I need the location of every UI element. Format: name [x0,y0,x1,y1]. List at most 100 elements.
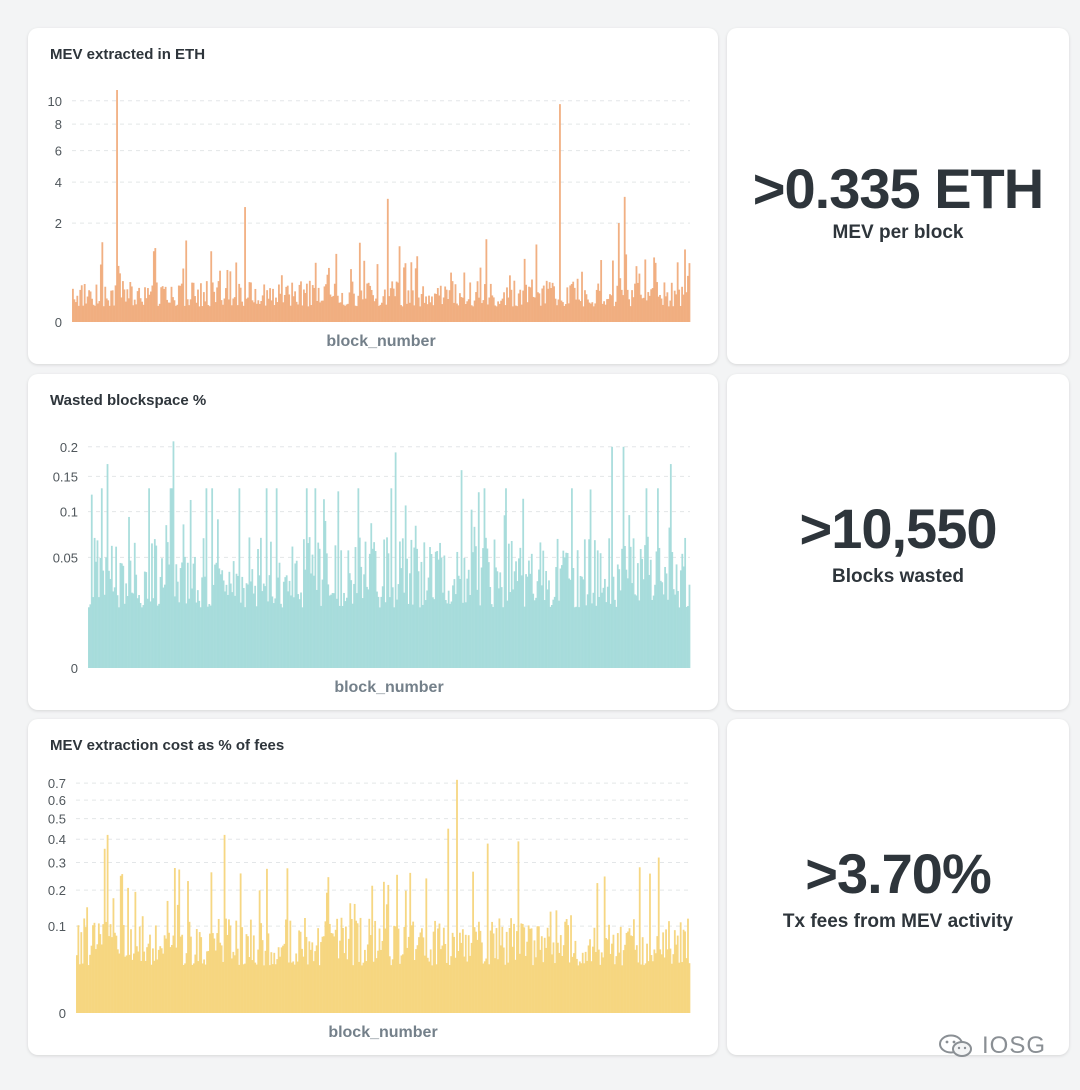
chart-card-mev-cost: MEV extraction cost as % of fees 0 0.1 0.2… [28,719,718,1055]
bar [396,874,398,1013]
bar [372,961,375,1013]
bar [111,937,113,1013]
bar [473,927,476,1013]
bar [637,282,639,322]
bar [669,464,672,668]
bar [656,282,658,322]
bar [175,564,178,668]
bar [233,297,236,322]
bar [391,281,394,322]
bar [466,961,469,1013]
bar [671,552,674,668]
bar [113,587,116,668]
bar [144,287,146,322]
bar [397,282,400,322]
bar [657,296,660,322]
bar [564,921,567,1013]
bar [410,262,413,322]
bar [580,963,583,1013]
bar [346,597,348,668]
bar [241,301,244,322]
bar [89,291,92,322]
bar [483,488,486,668]
bar [421,604,424,668]
bar [162,953,165,1013]
wechat-icon [938,1034,972,1057]
bar [353,293,355,322]
bar [438,295,441,322]
bar [656,936,659,1013]
bar [220,300,223,322]
bar [641,298,644,322]
bar [238,283,241,322]
bar [169,947,172,1013]
bar [167,302,170,322]
bar [495,567,497,668]
bar [622,446,625,668]
bar [261,295,264,322]
bar [420,294,423,322]
y-tick-label: 10 [48,94,62,109]
bar [641,937,644,1013]
bar [97,923,100,1013]
bar [152,251,155,322]
bar [436,550,439,668]
bar [605,938,608,1013]
bar [257,549,259,668]
bar [669,300,672,322]
bar-series [72,90,691,322]
bar [106,834,109,1013]
bar [522,498,525,668]
bar [225,584,228,668]
bar [507,962,510,1013]
bar [230,958,233,1013]
bar [283,294,286,322]
bar [457,305,460,322]
bar [224,591,226,668]
bar [277,577,279,668]
bar [491,921,493,1013]
bar [86,907,89,1013]
bar [392,288,395,322]
bar [213,938,216,1013]
bar [173,868,176,1013]
bar [467,569,470,668]
bar [629,546,632,668]
y-tick-label: 0 [59,1006,66,1021]
bar [576,550,579,668]
bar [106,464,109,668]
bar [376,264,379,322]
bar [258,575,261,668]
bar [556,538,559,668]
chart-card-mev-extracted: MEV extracted in ETH 0 2 4 6 8 10 block_number [28,28,718,364]
bar [526,941,529,1013]
bar [481,303,483,322]
bar [325,284,327,322]
bar [533,600,536,668]
bar [562,945,565,1013]
bar [194,954,197,1013]
bar [626,289,629,322]
bar [401,306,404,322]
bar [475,931,477,1013]
bar [286,285,289,322]
bar [566,287,569,322]
bar [214,564,216,668]
bar [306,964,309,1013]
bar [204,301,207,322]
bar [303,289,305,322]
bar [558,600,560,668]
y-tick-label: 0.1 [48,919,66,934]
bar [391,959,394,1013]
bar [308,941,311,1013]
bar [320,300,323,322]
bar [498,303,501,322]
bar [290,962,293,1013]
bar [469,282,472,322]
bar [466,578,469,668]
bar [685,958,688,1013]
bar [546,589,549,668]
bar [551,954,553,1013]
bar [198,600,201,668]
chart-title: Wasted blockspace % [50,392,207,409]
